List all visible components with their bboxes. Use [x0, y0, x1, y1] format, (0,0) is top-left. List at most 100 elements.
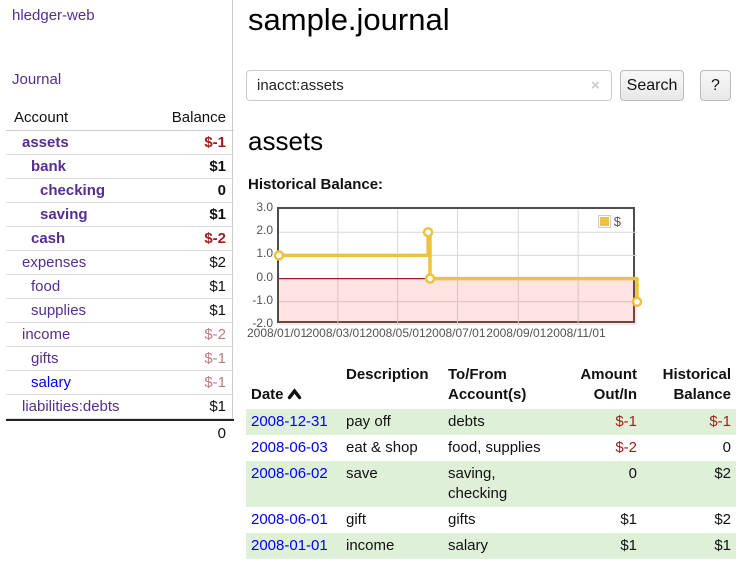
register-table: Date Description To/From Account(s) Amou…: [246, 362, 736, 559]
sidebar-account-link-expenses[interactable]: expenses: [22, 254, 87, 271]
x-axis-tick-label: 2008/03/01: [305, 326, 366, 340]
sidebar-account-row: income $-2: [6, 323, 234, 347]
chart-canvas: [273, 209, 643, 325]
transaction-date-link[interactable]: 2008-06-03: [251, 439, 328, 456]
account-balance: $2: [209, 254, 226, 271]
sidebar-account-table: Account Balance assets $-1 bank $1 checking 0…: [6, 105, 234, 446]
transaction-amount: $-2: [615, 439, 637, 456]
transaction-balance: 0: [722, 439, 731, 456]
transaction-description: income: [346, 537, 395, 554]
account-balance: $-2: [204, 230, 226, 247]
clear-search-icon[interactable]: ×: [591, 77, 600, 94]
transaction-amount: $1: [620, 511, 637, 528]
register-header-row: Date Description To/From Account(s) Amou…: [246, 362, 736, 409]
sidebar-account-row: checking 0: [6, 179, 234, 203]
account-balance: $1: [209, 302, 226, 319]
sidebar-total-balance: 0: [217, 425, 226, 442]
sidebar-account-row: assets $-1: [6, 131, 234, 155]
sidebar-account-row: saving $1: [6, 203, 234, 227]
transaction-date-link[interactable]: 2008-06-02: [251, 465, 328, 482]
sidebar-account-link-gifts[interactable]: gifts: [31, 350, 59, 367]
y-axis-tick-label: 2.0: [256, 223, 273, 238]
sidebar-account-rows: assets $-1 bank $1 checking 0 saving $1 cash $-2 e…: [6, 131, 234, 419]
register-row: 2008-01-01 income salary $1 $1: [246, 533, 736, 559]
search-input[interactable]: [246, 70, 612, 101]
transaction-description: eat & shop: [346, 439, 418, 456]
sidebar-account-row: salary $-1: [6, 371, 234, 395]
y-axis-tick-label: 0.0: [256, 269, 273, 284]
chart-legend: $: [596, 214, 622, 229]
register-row: 2008-06-01 gift gifts $1 $2: [246, 507, 736, 533]
sidebar-total-row: 0: [6, 419, 234, 446]
transaction-accounts: food, supplies: [448, 439, 541, 456]
register-col-amount: Amount Out/In: [580, 366, 637, 403]
account-balance: 0: [217, 182, 226, 199]
account-heading: assets: [248, 126, 324, 156]
sidebar-account-link-income[interactable]: income: [22, 326, 71, 343]
sidebar-account-link-saving[interactable]: saving: [40, 206, 88, 223]
sidebar-account-row: expenses $2: [6, 251, 234, 275]
transaction-date-link[interactable]: 2008-12-31: [251, 413, 328, 430]
x-axis-tick-label: 2008/05/01: [365, 326, 426, 340]
sidebar-account-link-bank[interactable]: bank: [31, 158, 67, 175]
transaction-date-link[interactable]: 2008-06-01: [251, 511, 328, 528]
x-axis-tick-label: 2008/07/01: [425, 326, 486, 340]
x-axis-tick-label: 2008/09/01: [486, 326, 547, 340]
register-col-balance: Historical Balance: [662, 366, 731, 403]
sidebar-account-row: gifts $-1: [6, 347, 234, 371]
y-axis-tick-label: -1.0: [252, 292, 273, 307]
y-axis-tick-label: -2.0: [252, 316, 273, 330]
sort-ascending-icon: [287, 386, 302, 406]
search-button[interactable]: Search: [620, 70, 684, 101]
account-balance: $-1: [204, 134, 226, 151]
sidebar-account-link-salary[interactable]: salary: [31, 374, 72, 391]
sidebar: hledger-web Journal Account Balance asse…: [0, 0, 234, 442]
transaction-date-link[interactable]: 2008-01-01: [251, 537, 328, 554]
account-balance: $-1: [204, 374, 226, 391]
register-row: 2008-12-31 pay off debts $-1 $-1: [246, 409, 736, 435]
account-column-header: Account: [14, 109, 69, 126]
transaction-amount: $1: [620, 537, 637, 554]
register-col-tofrom: To/From Account(s): [448, 366, 527, 403]
register-col-description: Description: [346, 366, 429, 383]
chart-plot-area: $: [273, 207, 643, 325]
sidebar-account-row: food $1: [6, 275, 234, 299]
y-axis-tick-label: 3.0: [256, 200, 273, 214]
transaction-description: gift: [346, 511, 367, 528]
sidebar-account-link-assets[interactable]: assets: [22, 134, 69, 151]
transaction-balance: $1: [714, 537, 731, 554]
page-title: sample.journal: [248, 2, 450, 37]
transaction-balance: $2: [714, 511, 731, 528]
account-balance: $1: [209, 278, 226, 295]
sidebar-account-link-checking[interactable]: checking: [40, 182, 106, 199]
x-axis-tick-label: 2008/01/01: [246, 326, 308, 340]
x-axis-tick-label: 2008/11/01: [546, 326, 606, 340]
sidebar-account-link-food[interactable]: food: [31, 278, 61, 295]
transaction-accounts: salary: [448, 537, 489, 554]
sidebar-account-link-supplies[interactable]: supplies: [31, 302, 87, 319]
transaction-balance: $2: [714, 465, 731, 482]
transaction-balance: $-1: [709, 413, 731, 430]
register-col-date[interactable]: Date: [246, 362, 341, 409]
account-balance: $1: [209, 158, 226, 175]
register-row: 2008-06-03 eat & shop food, supplies $-2 0: [246, 435, 736, 461]
sidebar-account-row: liabilities:debts $1: [6, 395, 234, 419]
account-balance: $1: [209, 206, 226, 223]
transaction-accounts: saving, checking: [448, 465, 508, 502]
sidebar-account-link-liabilities-debts[interactable]: liabilities:debts: [22, 398, 120, 415]
help-button[interactable]: ?: [700, 70, 731, 101]
sidebar-account-row: supplies $1: [6, 299, 234, 323]
transaction-description: pay off: [346, 413, 391, 430]
series-legend-label: $: [613, 214, 621, 229]
transaction-description: save: [346, 465, 378, 482]
transaction-amount: 0: [628, 465, 637, 482]
account-balance: $-1: [204, 350, 226, 367]
series-color-swatch: [597, 215, 611, 228]
balance-column-header: Balance: [171, 109, 226, 126]
sidebar-item-journal[interactable]: Journal: [12, 71, 62, 88]
sidebar-account-row: bank $1: [6, 155, 234, 179]
historical-balance-chart: 3.0 2.0 1.0 0.0 -1.0 -2.0 $ 2008/01/01 2008/03…: [246, 200, 738, 350]
sidebar-account-link-cash[interactable]: cash: [31, 230, 66, 247]
app-title-link[interactable]: hledger-web: [12, 7, 95, 24]
